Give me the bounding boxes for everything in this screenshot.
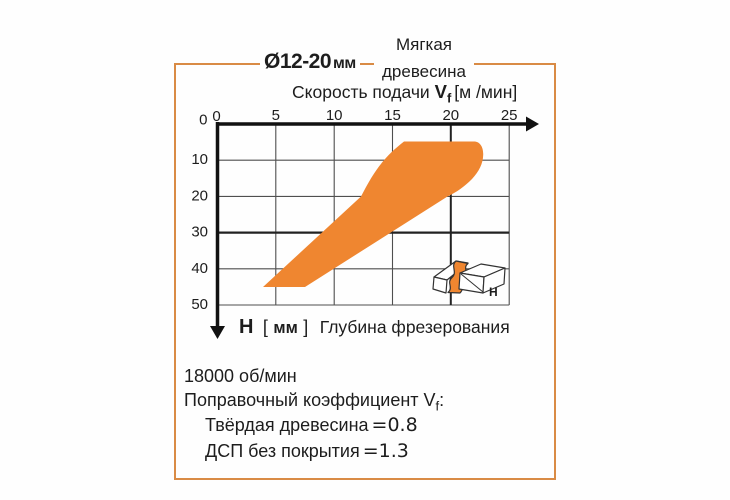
coef-vf-symbol: Vf xyxy=(423,390,440,414)
coef-value: =0.8 xyxy=(371,414,418,436)
y-tick-0: 0 xyxy=(199,112,207,129)
diameter-value: Ø12-20 xyxy=(264,50,332,73)
panel-frame xyxy=(174,63,556,480)
x-tick-0: 0 xyxy=(212,108,220,125)
x-axis-title-text: Скорость подачи xyxy=(292,82,430,102)
x-tick-25: 25 xyxy=(501,107,518,124)
icon-h-label: H xyxy=(489,285,498,299)
y-tick-40: 40 xyxy=(191,260,208,277)
x-tick-labels: 0 5 10 15 20 25 xyxy=(212,107,517,125)
operating-range-band xyxy=(263,141,484,287)
coef-row-chipboard: ДСП без покрытия =1.3 xyxy=(205,441,409,462)
coef-label: Твёрдая древесина xyxy=(205,415,369,435)
correction-coefficient-title: Поправочный коэффициент Vf: xyxy=(184,390,445,414)
coef-label: ДСП без покрытия xyxy=(205,441,360,461)
y-axis-symbol: H xyxy=(239,316,253,338)
y-tick-50: 50 xyxy=(191,296,208,313)
coef-row-hardwood: Твёрдая древесина =0.8 xyxy=(205,415,418,436)
y-tick-10: 10 xyxy=(191,151,208,168)
diameter-range-title: Ø12-20 мм xyxy=(260,51,360,75)
x-axis-arrow-icon xyxy=(526,116,539,132)
y-tick-20: 20 xyxy=(191,187,208,204)
y-tick-labels: 0 10 20 30 40 50 xyxy=(191,112,208,314)
material-line1: Мягкая xyxy=(395,35,453,54)
material-line2: древесина xyxy=(382,62,466,81)
coef-value: =1.3 xyxy=(362,440,409,462)
y-axis-label: H [ мм ] Глубина фрезерования xyxy=(239,316,510,338)
x-tick-20: 20 xyxy=(442,107,459,124)
groove-depth-icon: H xyxy=(432,260,506,299)
x-axis-units: [м /мин] xyxy=(454,82,518,102)
material-label: Мягкая древесина xyxy=(374,31,474,85)
feed-depth-chart: 0 5 10 15 20 25 0 10 20 30 40 50 xyxy=(191,107,539,339)
x-tick-15: 15 xyxy=(384,107,401,124)
rpm-label: 18000 об/мин xyxy=(184,366,297,386)
x-tick-5: 5 xyxy=(272,107,280,124)
y-tick-30: 30 xyxy=(191,224,208,241)
vf-symbol: Vf xyxy=(434,81,452,106)
diameter-unit: мм xyxy=(333,55,356,72)
y-axis-arrow-icon xyxy=(210,326,225,339)
x-tick-10: 10 xyxy=(326,107,343,124)
x-axis-title: Скорость подачи Vf [м /мин] xyxy=(292,82,517,109)
chart-axes xyxy=(210,116,539,339)
